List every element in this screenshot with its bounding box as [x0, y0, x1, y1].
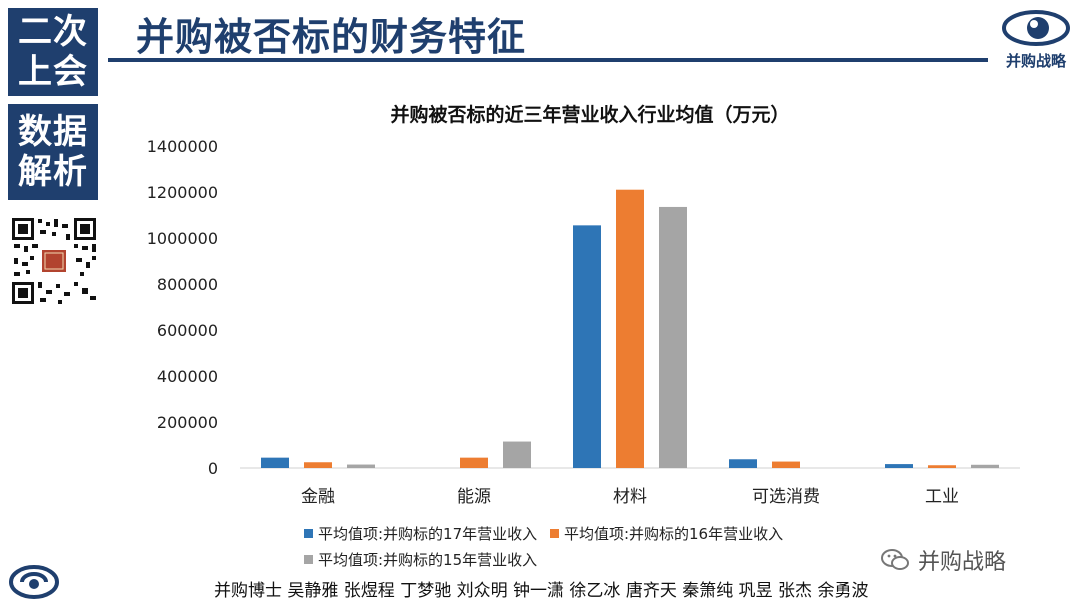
x-category-label: 能源 — [457, 487, 491, 507]
sidebar-badge-data-analysis: 数据 解析 — [8, 104, 98, 200]
y-tick-label: 0 — [208, 459, 218, 478]
bar-16-2 — [616, 189, 644, 468]
company-logo-icon — [9, 565, 59, 599]
x-category-label: 工业 — [925, 487, 959, 507]
chart-title: 并购被否标的近三年营业收入行业均值（万元） — [390, 104, 790, 126]
sidebar-mid-line-2: 解析 — [18, 152, 88, 192]
wechat-account-name: 并购战略 — [918, 550, 1007, 575]
y-tick-label: 1400000 — [147, 137, 218, 156]
sidebar-top-line-2: 上会 — [18, 52, 88, 92]
y-tick-label: 800000 — [157, 275, 218, 294]
y-tick-label: 200000 — [157, 413, 218, 432]
bar-17-4 — [885, 464, 913, 468]
legend-item-16: 平均值项:并购标的16年营业收入 — [549, 520, 784, 546]
sidebar-top-line-1: 二次 — [18, 12, 88, 52]
chart-legend: 平均值项:并购标的17年营业收入 平均值项:并购标的16年营业收入 平均值项:并… — [304, 520, 904, 572]
wechat-watermark: 并购战略 — [880, 544, 1006, 576]
qr-code-icon — [10, 216, 98, 306]
bar-17-2 — [573, 225, 601, 468]
eye-logo-icon — [1002, 10, 1070, 46]
bar-16-1 — [460, 457, 488, 468]
bar-15-1 — [503, 441, 531, 468]
bar-chart: 0 200000 400000 600000 800000 1000000 1200000 1… — [147, 137, 1020, 507]
y-tick-label: 400000 — [157, 367, 218, 386]
legend-label-15: 平均值项:并购标的15年营业收入 — [318, 550, 538, 569]
bar-17-3 — [729, 459, 757, 468]
bar-16-3 — [772, 461, 800, 468]
bar-15-0 — [347, 464, 375, 468]
header-divider — [108, 58, 988, 62]
y-tick-label: 1000000 — [147, 229, 218, 248]
y-tick-label: 1200000 — [147, 183, 218, 202]
bar-16-0 — [304, 462, 332, 468]
sidebar-mid-line-1: 数据 — [18, 112, 88, 152]
legend-item-17: 平均值项:并购标的17年营业收入 — [304, 520, 537, 546]
legend-label-17: 平均值项:并购标的17年营业收入 — [318, 524, 538, 543]
x-category-label: 金融 — [301, 487, 335, 507]
bar-16-4 — [928, 465, 956, 468]
legend-swatch-16 — [549, 528, 559, 538]
bar-17-0 — [261, 457, 289, 468]
wechat-icon — [881, 549, 909, 570]
legend-swatch-17 — [304, 528, 313, 538]
page-title: 并购被否标的财务特征 — [136, 15, 527, 59]
y-tick-label: 600000 — [157, 321, 218, 340]
authors-line: 并购博士 吴静雅 张煜程 丁梦驰 刘众明 钟一潇 徐乙冰 唐齐天 秦箫纯 巩昱 … — [214, 581, 869, 601]
bar-15-2 — [659, 206, 687, 468]
brand-logo-text: 并购战略 — [1005, 52, 1066, 70]
legend-label-16: 平均值项:并购标的16年营业收入 — [563, 524, 784, 543]
legend-item-15: 平均值项:并购标的15年营业收入 — [304, 546, 537, 572]
x-category-label: 可选消费 — [752, 487, 820, 507]
bar-15-4 — [971, 464, 999, 468]
legend-swatch-15 — [304, 554, 313, 564]
x-category-label: 材料 — [613, 487, 647, 507]
sidebar-badge-second-review: 二次 上会 — [8, 8, 98, 96]
